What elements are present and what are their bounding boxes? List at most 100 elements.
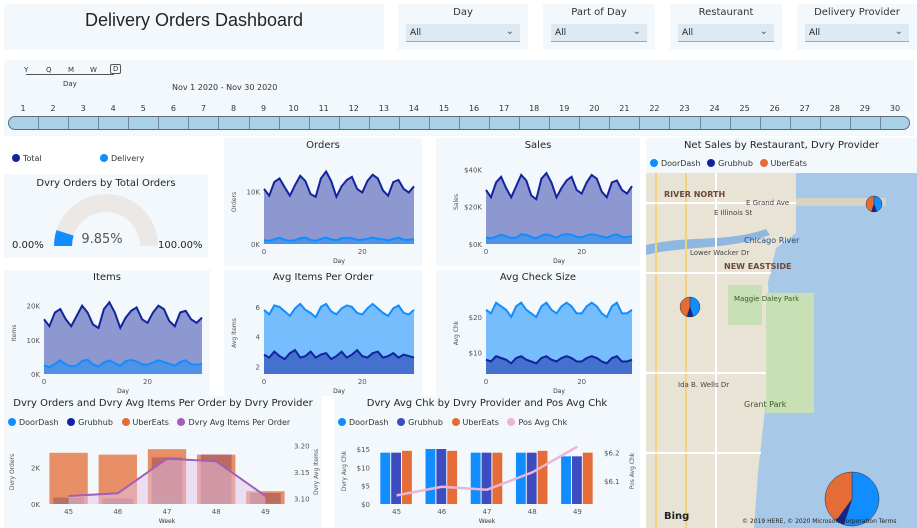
- legend2-pos-dot: [507, 418, 516, 426]
- combo2-title: Dvry Avg Chk by Dvry Provider and Pos Av…: [366, 398, 608, 409]
- granularity-month[interactable]: M: [68, 66, 75, 74]
- timeline-cell[interactable]: [851, 117, 881, 129]
- timeline-cell[interactable]: [821, 117, 851, 129]
- timeline-cell[interactable]: [731, 117, 761, 129]
- chevron-down-icon: ⌄: [632, 26, 641, 37]
- legend2-ubereats-label: UberEats: [462, 418, 499, 427]
- y-tick-label: 0K: [31, 501, 40, 509]
- timeline-cell[interactable]: [129, 117, 160, 129]
- map-legend-grubhub-label: Grubhub: [718, 159, 753, 168]
- timeline-cell[interactable]: [69, 117, 100, 129]
- map-pie-slice[interactable]: [865, 195, 875, 212]
- timeline-cell[interactable]: [520, 117, 551, 129]
- granularity-week[interactable]: W: [90, 66, 97, 74]
- timeline-cell[interactable]: [610, 117, 641, 129]
- restaurant-slicer: Restaurant All ⌄: [670, 4, 782, 50]
- granularity-year[interactable]: Y: [24, 66, 29, 74]
- legend-grubhub-label: Grubhub: [78, 418, 113, 427]
- timeline-cell[interactable]: [310, 117, 340, 129]
- timeline-bar[interactable]: [8, 116, 910, 130]
- timeline-day-label: 7: [200, 104, 206, 113]
- avg-check-title: Avg Check Size: [499, 272, 577, 283]
- timeline-cell[interactable]: [640, 117, 671, 129]
- y-axis-title: Dvry Orders: [9, 454, 16, 490]
- map-grant-park: [766, 293, 814, 413]
- timeline-day-label: 11: [318, 104, 329, 113]
- restaurant-dropdown[interactable]: All ⌄: [678, 24, 774, 42]
- timeline-day-label: 2: [50, 104, 56, 113]
- legend-doordash-label: DoorDash: [19, 418, 59, 427]
- map-pie-slice[interactable]: [679, 296, 691, 317]
- map-panel: Net Sales by Restaurant, Dvry Provider D…: [646, 138, 917, 528]
- orders-plot: 10K 0K Orders 0 20 Day: [231, 169, 415, 265]
- y-tick-label: $10: [357, 464, 370, 472]
- page-title: Delivery Orders Dashboard: [84, 10, 304, 30]
- series-line-total: [43, 300, 203, 331]
- bar-grubhub: [481, 452, 492, 504]
- timeline-cell[interactable]: [580, 117, 611, 129]
- series-area-delivery: [44, 359, 202, 374]
- timeline-cell[interactable]: [340, 117, 370, 129]
- timeline-cell[interactable]: [99, 117, 130, 129]
- items-title: Items: [93, 272, 121, 283]
- bar-ubereats: [492, 452, 503, 504]
- map-label-grant-park: Grant Park: [744, 400, 787, 409]
- part-of-day-slicer: Part of Day All ⌄: [543, 4, 655, 50]
- timeline-cell[interactable]: [189, 117, 220, 129]
- map-label-wacker: Lower Wacker Dr: [690, 249, 749, 257]
- x-tick-label: 45: [64, 508, 73, 516]
- x-tick-label: 49: [573, 508, 582, 516]
- delivery-provider-dropdown[interactable]: All ⌄: [805, 24, 909, 42]
- timeline-cell[interactable]: [670, 117, 701, 129]
- map-pie-slice[interactable]: [843, 471, 880, 527]
- map-pie-slice[interactable]: [873, 195, 883, 212]
- y-right-tick-label: $6.1: [604, 478, 620, 486]
- y-tick-label: 0K: [251, 241, 260, 249]
- timeline-cell[interactable]: [881, 117, 909, 129]
- timeline-cell[interactable]: [159, 117, 190, 129]
- y-tick-label: 0K: [31, 371, 40, 379]
- x-tick-label: 48: [528, 508, 537, 516]
- timeline-cell[interactable]: [250, 117, 280, 129]
- bing-logo: Bing: [664, 511, 689, 522]
- x-axis-title: Day: [553, 388, 565, 395]
- map-pie-slice[interactable]: [689, 296, 701, 317]
- timeline-cell[interactable]: [761, 117, 791, 129]
- granularity-track: [26, 74, 114, 75]
- timeline-cell[interactable]: [791, 117, 821, 129]
- timeline-cell[interactable]: [460, 117, 491, 129]
- timeline-cell[interactable]: [370, 117, 400, 129]
- timeline-cell[interactable]: [550, 117, 581, 129]
- y-tick-label: 20K: [27, 303, 41, 311]
- granularity-caption: Day: [63, 80, 77, 88]
- x-axis-title: Week: [479, 518, 496, 525]
- timeline-cell[interactable]: [430, 117, 460, 129]
- timeline-day-label: 18: [529, 104, 540, 113]
- legend-avg-items-label: Dvry Avg Items Per Order: [188, 418, 291, 427]
- part-of-day-dropdown[interactable]: All ⌄: [551, 24, 647, 42]
- series-line-avg-items: [68, 457, 266, 497]
- timeline-day-label: 26: [769, 104, 780, 113]
- x-tick-label: 48: [212, 508, 221, 516]
- timeline-cell[interactable]: [400, 117, 430, 129]
- legend-ubereats-dot: [121, 418, 130, 426]
- timeline-cell[interactable]: [219, 117, 250, 129]
- orders-title: Orders: [306, 140, 340, 151]
- legend-total-dot: [12, 154, 20, 162]
- legend-total: Total: [12, 154, 42, 163]
- legend2-doordash-dot: [338, 418, 346, 426]
- map-view[interactable]: RIVER NORTH E Grand Ave E Illinois St Ch…: [646, 173, 917, 528]
- granularity-day[interactable]: D: [110, 64, 122, 74]
- timeline-cell[interactable]: [490, 117, 521, 129]
- map-pie-slice[interactable]: [824, 471, 853, 522]
- timeline-cell[interactable]: [701, 117, 731, 129]
- day-dropdown[interactable]: All ⌄: [406, 24, 520, 42]
- timeline-cell[interactable]: [280, 117, 310, 129]
- timeline-cell[interactable]: [39, 117, 70, 129]
- title-box: Delivery Orders Dashboard: [4, 4, 384, 50]
- timeline-day-label: 12: [348, 104, 359, 113]
- timeline-day-label: 25: [739, 104, 750, 113]
- timeline-cell[interactable]: [9, 117, 40, 129]
- granularity-quarter[interactable]: Q: [46, 66, 52, 74]
- x-axis-title: Day: [333, 388, 345, 395]
